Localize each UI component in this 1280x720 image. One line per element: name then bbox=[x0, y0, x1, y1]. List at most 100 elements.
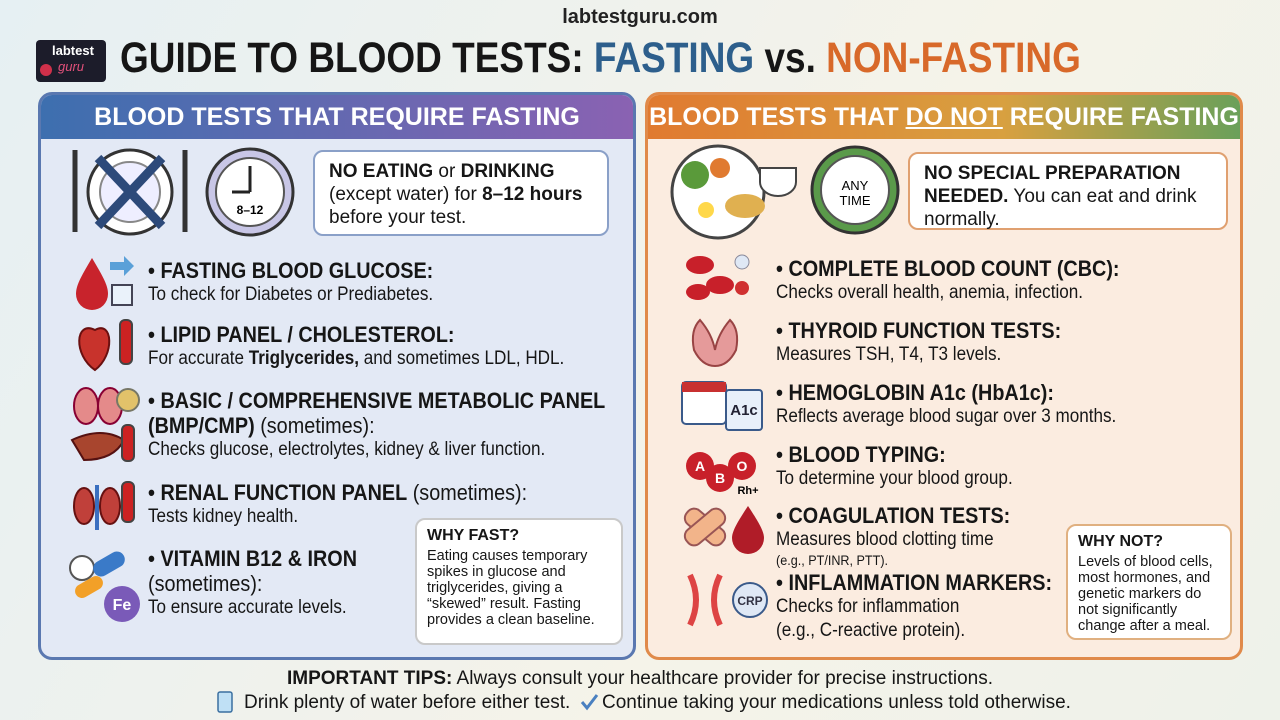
text-part: BLOOD TESTS THAT REQUIRE FASTING bbox=[94, 102, 580, 131]
text-part: NO SPECIAL PREPARATION NEEDED. bbox=[924, 163, 1186, 207]
text-part: BLOOD TESTS THAT bbox=[649, 102, 906, 131]
text-part: You can eat and drink normally. bbox=[924, 186, 1202, 230]
why-not-note: WHY NOT? Levels of blood cells, most horm… bbox=[1066, 524, 1232, 640]
text-part: vs. bbox=[754, 34, 827, 82]
test-title: BLOOD TYPING: bbox=[776, 442, 1226, 467]
clock-label: 8–12 bbox=[237, 203, 264, 217]
drop-icon bbox=[76, 258, 108, 310]
text-part: COAGULATION TESTS: bbox=[788, 503, 1011, 528]
text-part: To ensure accurate levels. bbox=[148, 597, 347, 618]
clock-label: ANY TIME bbox=[839, 178, 870, 208]
text-part: BLOOD TYPING: bbox=[788, 442, 946, 467]
iron-icon bbox=[104, 586, 140, 622]
test-detail: (e.g., PT/INR, PTT). bbox=[776, 552, 889, 568]
logo-text: guru bbox=[58, 59, 84, 74]
text-part: before your test. bbox=[329, 184, 588, 228]
panel-heading: BLOOD TESTS THAT DO NOT REQUIRE FASTING bbox=[648, 95, 1240, 139]
any-time-clock-icon: ANY TIME bbox=[810, 145, 900, 235]
text-part: FASTING bbox=[593, 34, 755, 82]
test-title: BASIC / COMPREHENSIVE METABOLIC PANEL (B… bbox=[148, 388, 616, 438]
test-description: Checks glucose, electrolytes, kidney & l… bbox=[148, 438, 616, 462]
text-part: DRINKING bbox=[460, 161, 555, 182]
fasting-notice: NO EATING or DRINKING (except water) for… bbox=[313, 150, 609, 236]
main-title: GUIDE TO BLOOD TESTS: FASTING vs. NON-FA… bbox=[120, 34, 1081, 83]
test-title: INFLAMMATION MARKERS: bbox=[776, 570, 1064, 595]
text-part: DO NOT bbox=[905, 102, 1003, 131]
water-icon bbox=[217, 691, 233, 713]
icon-label: O bbox=[737, 458, 748, 474]
text-part: NO EATING bbox=[329, 161, 434, 182]
text-part: GUIDE TO BLOOD TESTS: bbox=[120, 34, 594, 82]
text-part: Checks overall health, anemia, infection… bbox=[776, 282, 1084, 303]
check-icon bbox=[580, 694, 599, 711]
icon-label: Fe bbox=[113, 597, 132, 614]
test-description: For accurate Triglycerides, and sometime… bbox=[148, 347, 616, 371]
text-part: THYROID FUNCTION TESTS: bbox=[788, 318, 1062, 343]
text-part: Triglycerides, bbox=[248, 348, 360, 369]
note-title: WHY FAST? bbox=[427, 527, 520, 544]
test-description: Measures TSH, T4, T3 levels. bbox=[776, 343, 1226, 367]
text-part: COMPLETE BLOOD COUNT (CBC): bbox=[788, 256, 1120, 281]
no-food-icon bbox=[72, 148, 188, 236]
icon-label: B bbox=[715, 470, 725, 486]
text-part: Measures TSH, T4, T3 levels. bbox=[776, 344, 1002, 365]
clock-label-line: ANY bbox=[842, 178, 869, 193]
test-description: Tests kidney health. bbox=[148, 505, 616, 529]
tips: IMPORTANT TIPS: Always consult your heal… bbox=[0, 668, 1280, 690]
blood-type-icon bbox=[686, 452, 756, 492]
test-item: RENAL FUNCTION PANEL (sometimes): Tests k… bbox=[148, 480, 616, 529]
logo-badge bbox=[36, 40, 106, 82]
icon-label: A1c bbox=[730, 402, 758, 419]
text-part: (except water) for bbox=[329, 161, 560, 205]
test-item: BASIC / COMPREHENSIVE METABOLIC PANEL (B… bbox=[148, 388, 616, 462]
icon-label: A bbox=[695, 458, 705, 474]
test-description: To ensure accurate levels. bbox=[148, 596, 409, 620]
text-part: FASTING BLOOD GLUCOSE: bbox=[160, 258, 434, 283]
text-part: Always consult your healthcare provider … bbox=[452, 668, 994, 689]
test-item: COAGULATION TESTS:Measures blood clottin… bbox=[776, 503, 1064, 569]
test-item: LIPID PANEL / CHOLESTEROL:For accurate T… bbox=[148, 322, 616, 371]
test-item: HEMOGLOBIN A1c (HbA1c):Reflects average … bbox=[776, 380, 1226, 429]
test-description: Checks for inflammation bbox=[776, 595, 1064, 619]
joint-icon bbox=[687, 573, 723, 627]
text-part: To check for Diabetes or Prediabetes. bbox=[148, 284, 434, 305]
text-part: REQUIRE FASTING bbox=[1002, 102, 1239, 131]
text-part: Measures blood clotting time bbox=[776, 529, 994, 550]
text-part: Reflects average blood sugar over 3 mont… bbox=[776, 406, 1117, 427]
logo-text: labtest bbox=[52, 43, 95, 58]
blood-cells-icon bbox=[686, 254, 750, 300]
test-title: COMPLETE BLOOD COUNT (CBC): bbox=[776, 256, 1226, 281]
test-title: FASTING BLOOD GLUCOSE: bbox=[148, 258, 616, 283]
site-url: labtestguru.com bbox=[562, 6, 718, 28]
text-part: HEMOGLOBIN A1c (HbA1c): bbox=[788, 380, 1054, 405]
text-part: LIPID PANEL / CHOLESTEROL: bbox=[160, 322, 455, 347]
panel-heading: BLOOD TESTS THAT REQUIRE FASTING bbox=[41, 95, 633, 139]
thyroid-icon bbox=[691, 318, 739, 368]
text-part: VITAMIN B12 & IRON bbox=[160, 546, 357, 571]
icon-label: Rh+ bbox=[737, 485, 758, 497]
text-part: NON-FASTING bbox=[826, 34, 1081, 82]
text-part: To determine your blood group. bbox=[776, 468, 1013, 489]
test-item: BLOOD TYPING:To determine your blood gro… bbox=[776, 442, 1226, 491]
text-part: IMPORTANT TIPS: bbox=[286, 668, 453, 689]
text-part: (sometimes): bbox=[407, 480, 528, 505]
lungs-icon bbox=[73, 387, 99, 425]
text-part: RENAL FUNCTION PANEL bbox=[160, 480, 408, 505]
test-item: INFLAMMATION MARKERS:Checks for inflamma… bbox=[776, 570, 1064, 643]
note-text: Levels of blood cells, most hormones, an… bbox=[1078, 554, 1213, 634]
text-part: For accurate bbox=[148, 348, 249, 369]
clock-label-line: TIME bbox=[839, 193, 870, 208]
text-part: (sometimes): bbox=[148, 546, 363, 596]
text-part: Checks for inflammation bbox=[776, 596, 960, 617]
text-part: INFLAMMATION MARKERS: bbox=[788, 570, 1053, 595]
test-item: COMPLETE BLOOD COUNT (CBC):Checks overal… bbox=[776, 256, 1226, 305]
test-description: To check for Diabetes or Prediabetes. bbox=[148, 283, 616, 307]
text-part: Tests kidney health. bbox=[148, 506, 299, 527]
kidney-icon bbox=[73, 487, 95, 525]
test-title: HEMOGLOBIN A1c (HbA1c): bbox=[776, 380, 1226, 405]
test-item: THYROID FUNCTION TESTS:Measures TSH, T4,… bbox=[776, 318, 1226, 367]
test-description: To determine your blood group. bbox=[776, 467, 1226, 491]
test-description: Reflects average blood sugar over 3 mont… bbox=[776, 405, 1226, 429]
